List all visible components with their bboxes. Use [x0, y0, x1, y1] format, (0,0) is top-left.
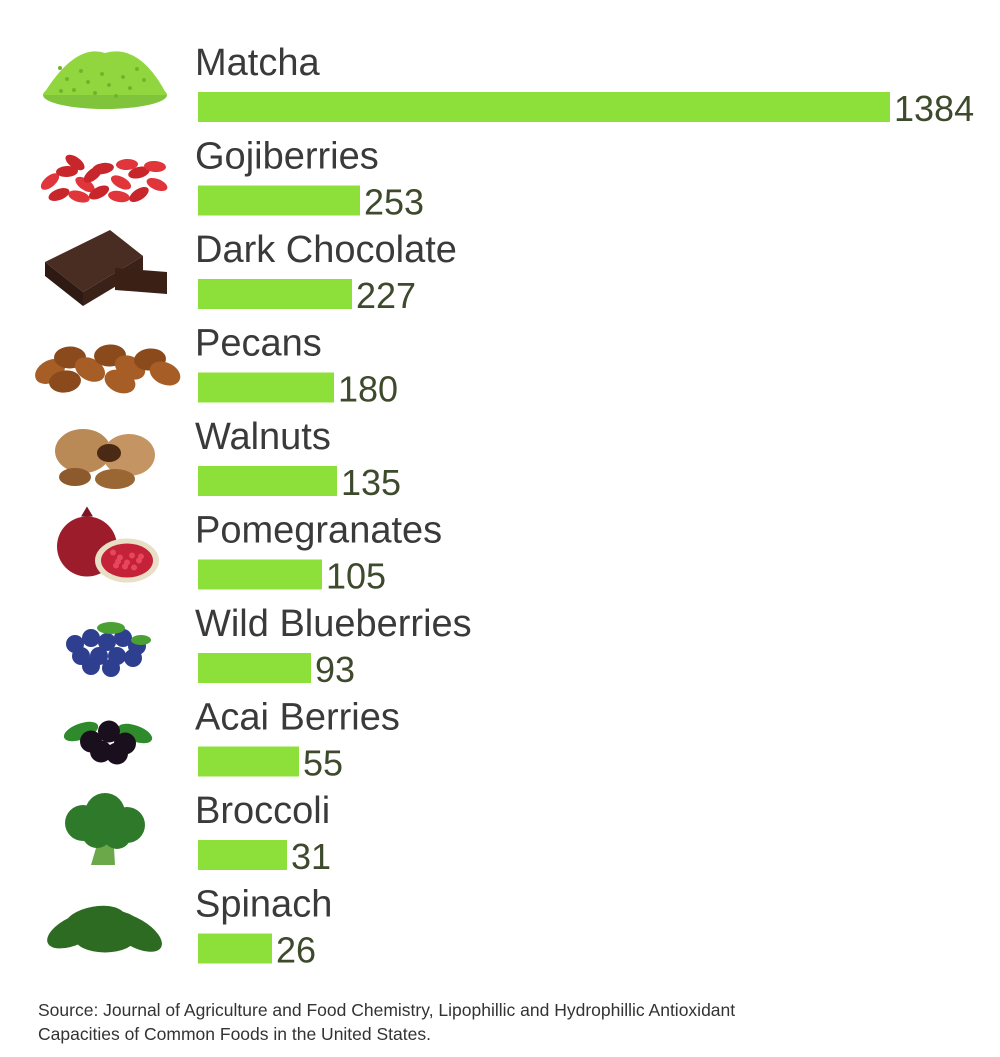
value-label: 135	[341, 462, 401, 503]
acai-berries-icon	[63, 720, 153, 765]
value-label: 26	[276, 930, 316, 971]
blueberries-icon	[66, 622, 151, 677]
category-label: Pecans	[195, 323, 322, 365]
category-label: Acai Berries	[195, 697, 400, 739]
dark-chocolate-icon	[45, 230, 167, 306]
bar	[198, 372, 334, 403]
value-label: 180	[338, 369, 398, 410]
value-label: 227	[356, 275, 416, 316]
pecans-icon	[35, 344, 181, 394]
value-label: 31	[291, 836, 331, 877]
broccoli-icon	[65, 793, 145, 865]
bar	[198, 746, 299, 777]
category-label: Matcha	[195, 42, 320, 84]
value-label: 253	[364, 182, 424, 223]
category-label: Dark Chocolate	[195, 229, 457, 271]
source-line-2: Capacities of Common Foods in the United…	[38, 1024, 431, 1044]
bar	[198, 466, 337, 496]
bar	[198, 185, 360, 216]
value-label: 1384	[894, 88, 974, 129]
value-label: 55	[303, 743, 343, 784]
spinach-icon	[47, 905, 162, 953]
source-line-1: Source: Journal of Agriculture and Food …	[38, 1000, 736, 1020]
pomegranate-icon	[57, 506, 159, 583]
value-label: 93	[315, 649, 355, 690]
gojiberries-icon	[40, 154, 168, 203]
bar	[198, 840, 287, 870]
category-label: Spinach	[195, 884, 332, 926]
category-label: Wild Blueberries	[195, 603, 472, 645]
bar	[198, 559, 322, 590]
walnuts-icon	[55, 429, 155, 489]
bar	[198, 92, 890, 122]
bar	[198, 279, 352, 309]
category-label: Gojiberries	[195, 136, 379, 178]
category-label: Pomegranates	[195, 510, 442, 552]
source-note: Source: Journal of Agriculture and Food …	[38, 998, 938, 1046]
category-label: Broccoli	[195, 790, 330, 832]
bar	[198, 653, 311, 683]
value-label: 105	[326, 556, 386, 597]
matcha-powder-icon	[43, 51, 167, 109]
bar	[198, 933, 272, 964]
category-label: Walnuts	[195, 416, 331, 458]
